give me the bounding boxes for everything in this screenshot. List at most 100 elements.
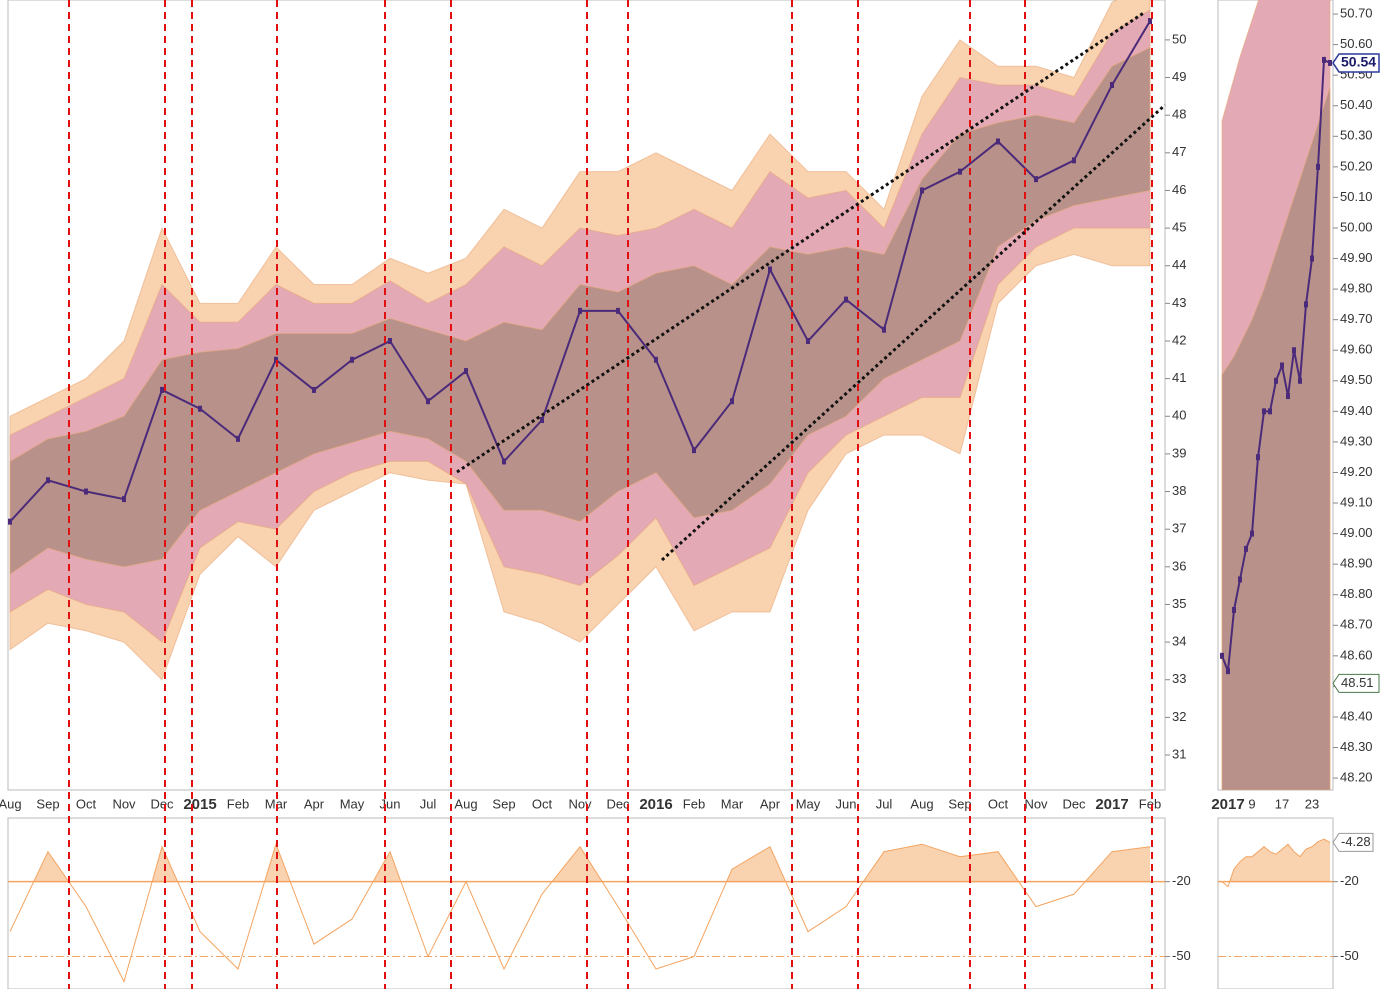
x-tick-label: Apr	[760, 796, 781, 811]
price-point	[1262, 408, 1266, 415]
price-point	[1238, 576, 1242, 583]
price-point	[160, 386, 164, 393]
price-point	[1148, 18, 1152, 25]
y-tick-label: 48.40	[1340, 708, 1373, 723]
price-point	[122, 496, 126, 503]
price-point	[692, 447, 696, 454]
price-point	[426, 398, 430, 405]
y-tick-label: 49.10	[1340, 494, 1373, 509]
price-point	[1274, 377, 1278, 384]
band-edge	[1221, 87, 1331, 790]
ref-label: 48.51	[1341, 675, 1374, 690]
y-tick-label: 50.30	[1340, 128, 1373, 143]
y-tick-label: 33	[1172, 671, 1186, 686]
x-tick-label: May	[796, 796, 821, 811]
x-tick-label: Sep	[36, 796, 59, 811]
x-tick-label: Feb	[1139, 796, 1161, 811]
y-tick-label: 35	[1172, 596, 1186, 611]
price-point	[1280, 362, 1284, 369]
x-tick-label: Aug	[910, 796, 933, 811]
y-tick-label: 49.80	[1340, 281, 1373, 296]
y-tick-label: 48.30	[1340, 739, 1373, 754]
price-point	[1268, 408, 1272, 415]
panel-frame	[7, 0, 1166, 791]
price-point	[1304, 301, 1308, 308]
plot	[8, 0, 1152, 681]
y-tick-label: -20	[1172, 873, 1191, 888]
x-tick-label: Oct	[532, 796, 553, 811]
band-area	[1222, 87, 1330, 790]
y-tick-label: 49.50	[1340, 372, 1373, 387]
price-point	[1226, 668, 1230, 675]
price-point	[1286, 393, 1290, 400]
x-tick-label: Sep	[492, 796, 515, 811]
price-point	[1232, 606, 1236, 613]
y-tick-label: 49.60	[1340, 342, 1373, 357]
y-tick-label: 50.70	[1340, 5, 1373, 20]
price-point	[1220, 652, 1224, 659]
x-tick-label: Feb	[227, 796, 249, 811]
x-tick-label: Dec	[1062, 796, 1086, 811]
price-point	[198, 405, 202, 412]
price-point	[1250, 530, 1254, 537]
y-tick-label: 45	[1172, 220, 1186, 235]
y-tick-label: 50.40	[1340, 97, 1373, 112]
price-point	[1310, 255, 1314, 262]
y-tick-label: 47	[1172, 144, 1186, 159]
price-point	[882, 326, 886, 333]
y-tick-label: 48.60	[1340, 647, 1373, 662]
price-point	[1322, 56, 1326, 63]
x-tick-label: 17	[1275, 796, 1289, 811]
y-tick-label: 50	[1172, 31, 1186, 46]
y-tick-label: 50.20	[1340, 158, 1373, 173]
band-edge	[9, 46, 1151, 576]
y-tick-label: 34	[1172, 634, 1186, 649]
price-point	[350, 356, 354, 363]
x-tick-label: 2017	[1095, 796, 1128, 813]
y-tick-label: -50	[1340, 948, 1359, 963]
band-edge	[9, 8, 1151, 643]
price-point	[616, 307, 620, 314]
y-tick-label: 48	[1172, 107, 1186, 122]
y-tick-label: 32	[1172, 709, 1186, 724]
price-point	[654, 356, 658, 363]
panel-frame	[1217, 817, 1334, 989]
y-tick-label: 43	[1172, 295, 1186, 310]
price-point	[1292, 347, 1296, 354]
x-tick-label: 2017	[1211, 796, 1244, 813]
osc-line	[9, 842, 1151, 983]
price-point	[958, 168, 962, 175]
x-tick-label: Nov	[568, 796, 592, 811]
x-tick-label: Jul	[420, 796, 437, 811]
ref-box	[1332, 673, 1380, 693]
x-tick-label: Dec	[150, 796, 174, 811]
x-tick-label: Mar	[721, 796, 744, 811]
osc-line	[1221, 838, 1331, 888]
trend-line	[660, 103, 1167, 562]
y-tick-label: 49.00	[1340, 525, 1373, 540]
band-edge	[1221, 0, 1331, 790]
price-point	[1328, 59, 1332, 66]
y-tick-label: 49.40	[1340, 403, 1373, 418]
x-tick-label: Nov	[1024, 796, 1048, 811]
x-tick-label: Oct	[76, 796, 97, 811]
x-tick-label: Aug	[454, 796, 477, 811]
x-tick-label: Feb	[683, 796, 705, 811]
y-tick-label: 50.60	[1340, 36, 1373, 51]
price-point	[920, 187, 924, 194]
price-point	[388, 337, 392, 344]
x-tick-label: 2015	[183, 796, 216, 813]
x-tick-label: Aug	[0, 796, 22, 811]
y-tick-label: 42	[1172, 332, 1186, 347]
x-tick-label: 9	[1248, 796, 1255, 811]
price-point	[1072, 157, 1076, 164]
y-tick-label: 39	[1172, 445, 1186, 460]
last-price-label: 50.54	[1341, 54, 1376, 70]
price-point	[996, 138, 1000, 145]
x-tick-label: 23	[1305, 796, 1319, 811]
x-tick-label: Nov	[112, 796, 136, 811]
price-point	[464, 368, 468, 375]
y-tick-label: 38	[1172, 483, 1186, 498]
x-tick-label: Jun	[836, 796, 857, 811]
